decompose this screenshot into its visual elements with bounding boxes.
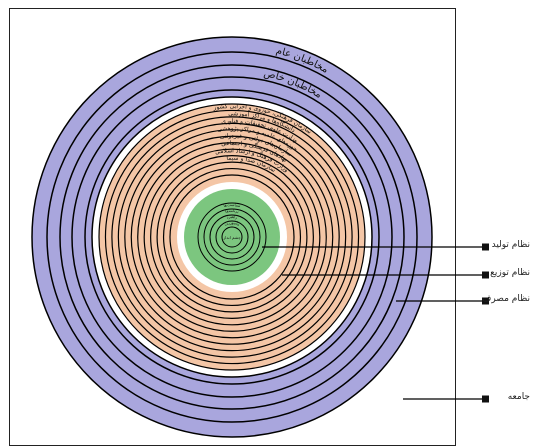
rings-group (31, 36, 433, 438)
legend-label-consumption: نظام مصرف (482, 294, 530, 304)
inner-ring-3 (209, 214, 255, 260)
inner-ring-5 (221, 226, 243, 248)
legend-square-production (482, 243, 489, 251)
legend-label-production: نظام تولید (491, 240, 530, 250)
center-label: چشم انداز (222, 235, 241, 240)
inner-label-1: سیاست‌ها (223, 202, 242, 208)
society-frame (9, 8, 456, 446)
inner-label-4: مأموریت (223, 220, 240, 227)
inner-ring-1 (197, 202, 267, 272)
legend-square-distribution (482, 271, 489, 279)
legend-square-society (482, 395, 489, 403)
legend-square-consumption (482, 297, 489, 305)
leader-lines-group (262, 243, 489, 403)
inner-ring-4 (215, 220, 249, 254)
legend-label-society: جامعه (507, 392, 530, 402)
legend-label-distribution: نظام توزیع (490, 268, 530, 278)
inner-ring-2 (203, 208, 261, 266)
